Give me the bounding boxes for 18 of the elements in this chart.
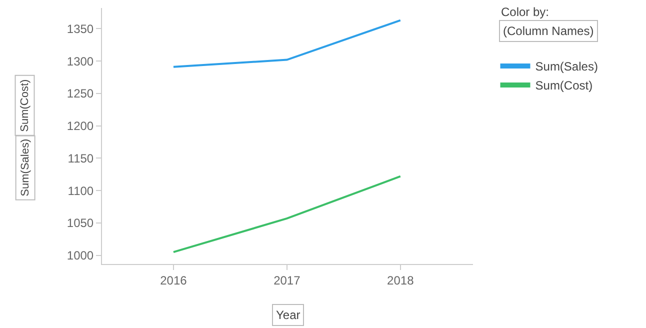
legend-label: Sum(Sales) — [535, 60, 598, 74]
y-tick-label: 1150 — [68, 151, 94, 166]
text: (Column Names) — [503, 24, 594, 38]
y-tick-label: 1050 — [66, 216, 94, 230]
y-tick-label: 1100 — [68, 184, 94, 198]
legend-title: Color by: — [501, 5, 550, 19]
y-tick-label: 1000 — [66, 248, 94, 263]
y-tick-label: 1200 — [66, 119, 94, 134]
text: Sum(Cost) — [18, 79, 31, 132]
x-tick-label: 2018 — [387, 273, 414, 288]
x-tick-label: 2017 — [274, 273, 301, 288]
text: Sum(Sales) — [19, 138, 32, 196]
x-axis-title: Year — [276, 308, 300, 322]
y-tick-label: 1300 — [66, 54, 94, 68]
x-tick-label: 2016 — [160, 273, 188, 288]
legend-label: Sum(Cost) — [535, 78, 593, 93]
y-tick-label: 1250 — [66, 86, 94, 101]
y-tick-label: 1350 — [66, 22, 94, 36]
